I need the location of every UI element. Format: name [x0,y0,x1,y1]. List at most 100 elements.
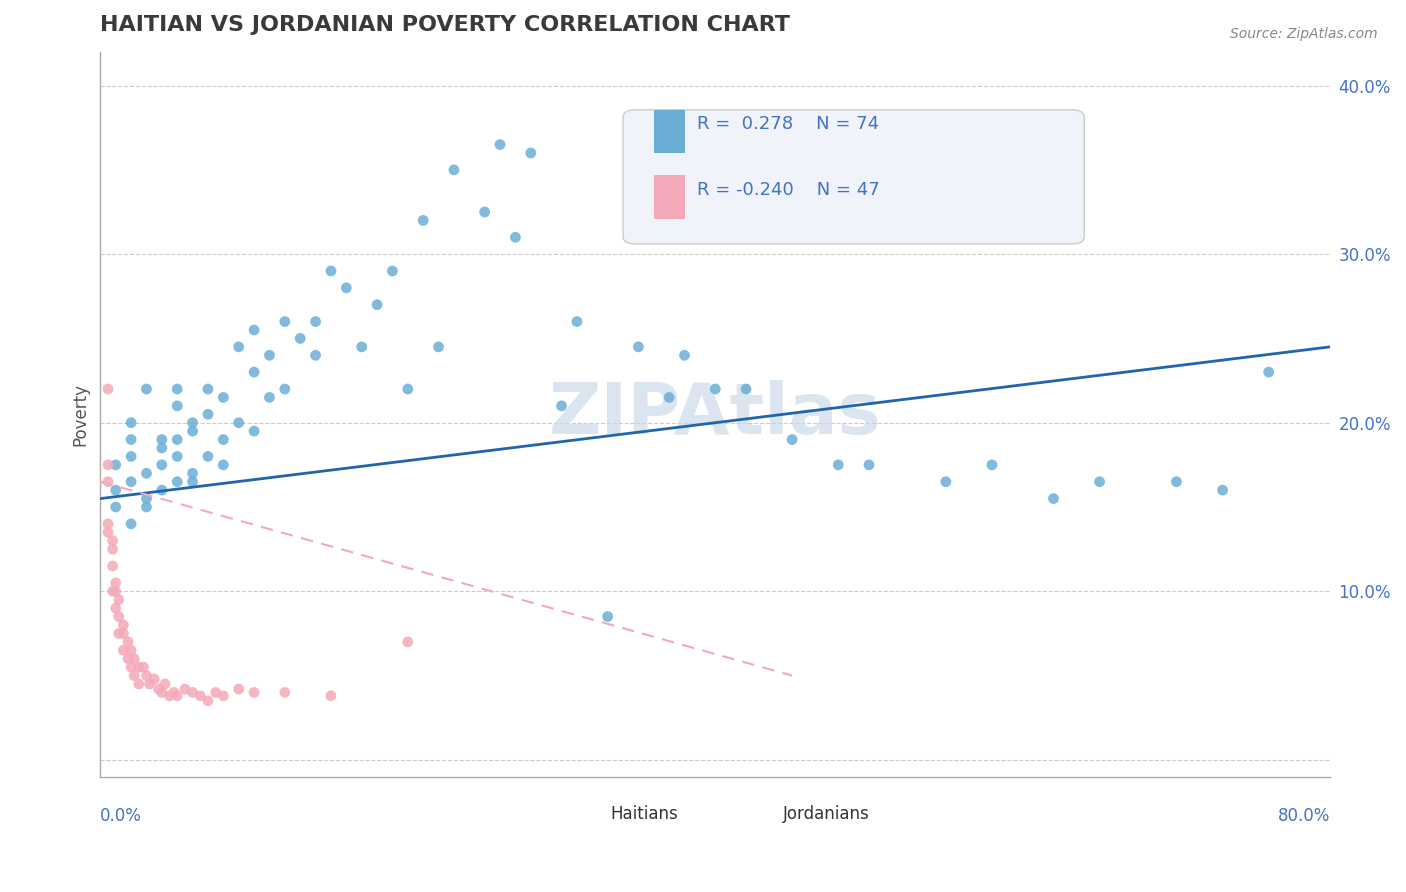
Point [505,230,527,244]
Point [443,162,465,177]
Point [412,213,434,227]
Point [1042,491,1064,506]
Point [474,205,496,219]
Point [243,323,266,337]
Point [1257,365,1279,379]
Point [122,668,145,682]
Point [150,458,173,472]
Point [827,458,849,472]
Point [97,475,120,489]
Text: HAITIAN VS JORDANIAN POVERTY CORRELATION CHART: HAITIAN VS JORDANIAN POVERTY CORRELATION… [100,15,790,35]
Point [381,264,404,278]
Point [120,516,142,531]
Point [243,685,266,699]
Point [135,668,157,682]
Text: Source: ZipAtlas.com: Source: ZipAtlas.com [1230,27,1378,41]
Point [304,348,326,362]
FancyBboxPatch shape [654,175,685,219]
Point [858,458,880,472]
Point [935,475,957,489]
Text: 0.0%: 0.0% [100,807,142,825]
Point [120,433,142,447]
Point [166,475,188,489]
Point [148,681,170,696]
Point [150,441,173,455]
Point [212,458,235,472]
Point [550,399,572,413]
Point [138,677,160,691]
Point [107,592,129,607]
Point [150,433,173,447]
Point [150,483,173,497]
Text: R = -0.240    N = 47: R = -0.240 N = 47 [697,180,880,199]
Point [1088,475,1111,489]
Point [117,635,139,649]
Point [274,382,297,396]
Point [132,660,155,674]
Point [181,416,204,430]
Point [166,689,188,703]
Point [212,433,235,447]
Point [197,450,219,464]
Point [135,467,157,481]
Point [181,424,204,438]
Point [188,689,211,703]
Point [489,137,512,152]
Point [104,483,127,497]
FancyBboxPatch shape [623,110,1084,244]
Point [181,685,204,699]
Point [335,281,357,295]
Point [135,491,157,506]
Point [520,146,543,161]
Point [197,694,219,708]
Point [120,475,142,489]
Point [122,651,145,665]
Point [101,542,124,557]
Point [159,689,181,703]
Point [166,382,188,396]
Point [101,559,124,574]
Point [673,348,696,362]
Point [163,685,186,699]
Point [290,331,312,345]
Point [166,399,188,413]
Point [150,685,173,699]
Point [780,433,803,447]
Point [1212,483,1234,497]
Point [101,533,124,548]
Point [97,382,120,396]
Point [101,584,124,599]
Point [735,382,758,396]
Point [396,635,419,649]
Point [704,382,727,396]
Text: 80.0%: 80.0% [1278,807,1330,825]
Point [107,609,129,624]
Point [259,391,281,405]
Point [1166,475,1188,489]
Point [596,609,619,624]
Point [212,689,235,703]
Point [366,298,388,312]
Point [274,685,297,699]
Point [112,618,135,632]
Point [128,677,150,691]
Point [120,416,142,430]
Point [274,314,297,328]
Point [135,382,157,396]
Point [181,467,204,481]
Point [153,677,176,691]
FancyBboxPatch shape [744,798,770,828]
Text: Jordanians: Jordanians [783,805,870,823]
Point [128,660,150,674]
Point [97,525,120,540]
Point [104,584,127,599]
Point [259,348,281,362]
Point [228,416,250,430]
Point [104,458,127,472]
Point [204,685,226,699]
Point [350,340,373,354]
FancyBboxPatch shape [571,798,599,828]
Text: ZIPAtlas: ZIPAtlas [548,380,882,449]
Point [107,626,129,640]
Point [304,314,326,328]
